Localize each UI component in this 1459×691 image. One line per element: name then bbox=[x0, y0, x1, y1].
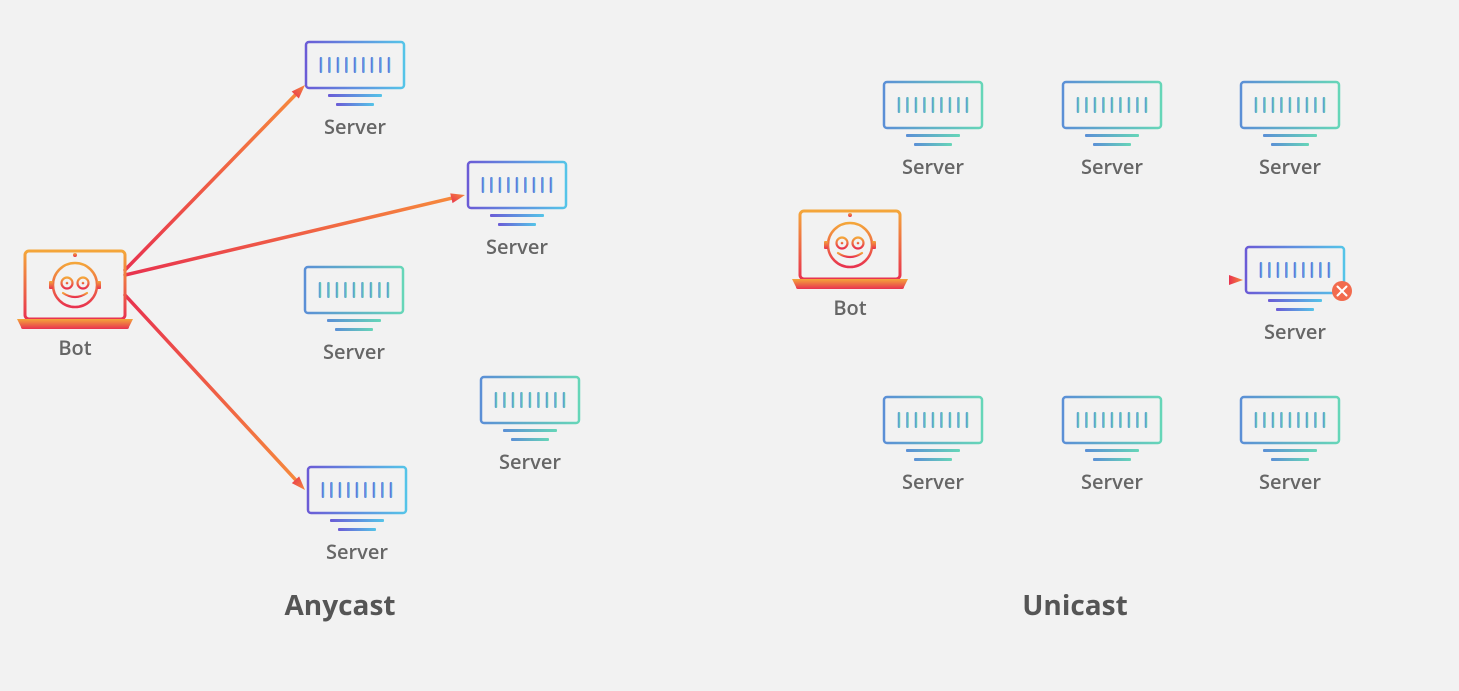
server-label: Server bbox=[499, 448, 561, 475]
bot-icon: Bot bbox=[17, 251, 133, 361]
bot-label: Bot bbox=[833, 294, 866, 321]
server-label: Server bbox=[1264, 318, 1326, 345]
arrow bbox=[125, 295, 305, 490]
section-title: Anycast bbox=[284, 586, 395, 624]
section-title: Unicast bbox=[1022, 586, 1128, 624]
diagram-canvas: Server Server Server Server Server Server Serv… bbox=[0, 0, 1459, 691]
arrow bbox=[910, 275, 1243, 285]
server-label: Server bbox=[1259, 468, 1321, 495]
server-label: Server bbox=[1259, 153, 1321, 180]
server-label: Server bbox=[324, 113, 386, 140]
server-icon: Server bbox=[1063, 397, 1161, 495]
server-icon: Server bbox=[1063, 82, 1161, 180]
server-icon: Server bbox=[468, 162, 566, 260]
server-icon: Server bbox=[306, 42, 404, 140]
arrow bbox=[125, 193, 465, 275]
server-icon: Server bbox=[305, 267, 403, 365]
arrow bbox=[125, 85, 305, 270]
server-icon: Server bbox=[1241, 82, 1339, 180]
server-icon: Server bbox=[1241, 397, 1339, 495]
server-label: Server bbox=[902, 468, 964, 495]
server-label: Server bbox=[486, 233, 548, 260]
server-label: Server bbox=[902, 153, 964, 180]
bot-label: Bot bbox=[58, 334, 91, 361]
server-icon: Server bbox=[884, 82, 982, 180]
server-label: Server bbox=[1081, 153, 1143, 180]
server-icon: Server bbox=[1246, 247, 1352, 345]
server-label: Server bbox=[1081, 468, 1143, 495]
server-icon: Server bbox=[884, 397, 982, 495]
error-badge bbox=[1332, 281, 1352, 301]
server-label: Server bbox=[326, 538, 388, 565]
server-icon: Server bbox=[308, 467, 406, 565]
server-label: Server bbox=[323, 338, 385, 365]
server-icon: Server bbox=[481, 377, 579, 475]
bot-icon: Bot bbox=[792, 211, 908, 321]
